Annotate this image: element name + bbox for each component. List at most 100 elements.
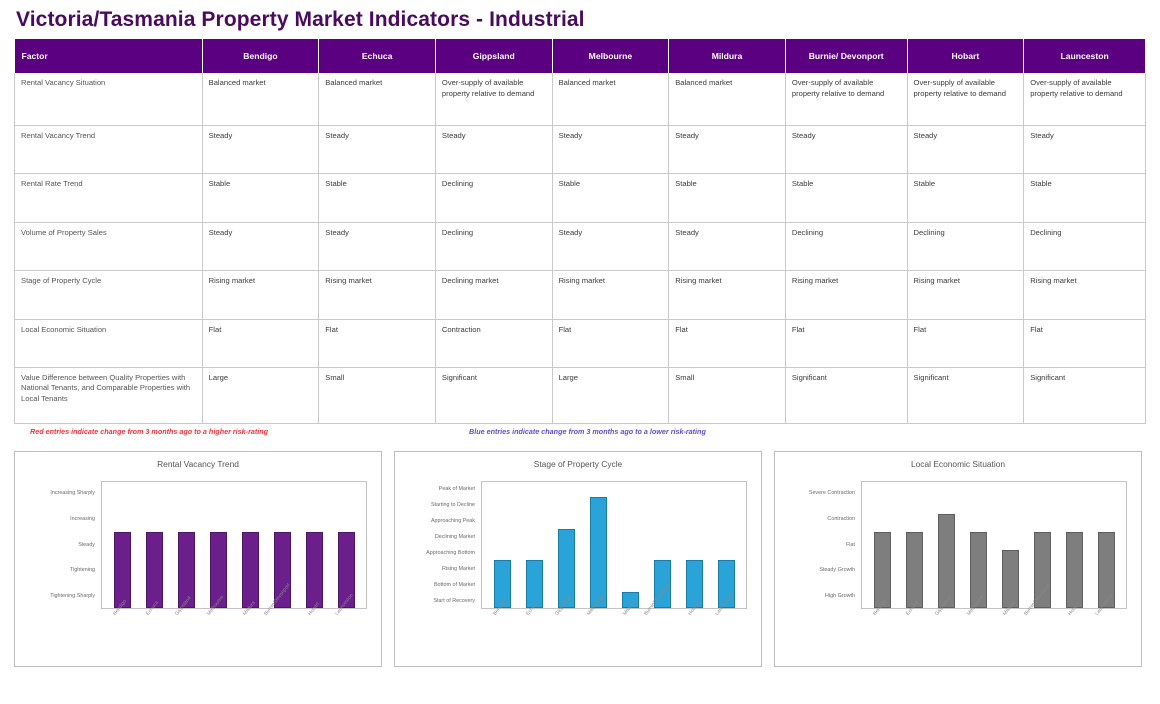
y-tick-label: Flat	[846, 541, 855, 548]
cell-gippsland: Declining market	[434, 270, 553, 320]
factor-label: Rental Rate Trend	[14, 173, 203, 223]
cell-bendigo: Steady	[201, 125, 320, 174]
chart-title: Local Economic Situation	[910, 458, 1006, 469]
bar-slot	[268, 482, 296, 608]
cell-gippsland: Steady	[434, 125, 553, 174]
cell-echuca: Steady	[318, 222, 436, 271]
cell-gippsland: Declining	[434, 173, 553, 223]
bar-melbourne	[969, 531, 987, 608]
plot-frame	[101, 480, 367, 609]
bar-slot	[680, 482, 708, 608]
bar-launceston	[717, 560, 735, 608]
bar-burnie-devonport	[653, 560, 671, 608]
y-tick-label: Tightening	[70, 567, 95, 574]
cell-mildura: Steady	[668, 125, 786, 174]
x-tick-slot: Bendigo	[487, 598, 515, 647]
y-tick-label: Peak of Market	[438, 485, 475, 492]
charts-row: Rental Vacancy Trend Increasing Sharply In…	[14, 450, 1146, 667]
cell-hobart: Flat	[906, 319, 1025, 368]
cell-bendigo: Steady	[201, 222, 320, 271]
bar-bendigo	[873, 531, 891, 608]
cell-launceston: Over-supply of available property relati…	[1023, 73, 1146, 126]
bar-hobart	[305, 531, 323, 608]
bar-slot	[584, 482, 612, 608]
y-tick-label: Increasing	[70, 515, 95, 522]
legend-note-blue: Blue entries indicate change from 3 mont…	[469, 426, 706, 436]
bar-melbourne	[589, 497, 607, 608]
bar-hobart	[685, 560, 703, 608]
y-tick-label: Approaching Peak	[430, 517, 475, 524]
bar-slot	[140, 482, 168, 608]
factor-label: Rental Vacancy Trend	[14, 125, 203, 174]
y-tick-label: Contraction	[827, 515, 855, 522]
cell-burnie-devonport: Over-supply of available property relati…	[784, 73, 908, 126]
factor-label: Volume of Property Sales	[14, 222, 203, 271]
cell-hobart: Steady	[906, 125, 1025, 174]
bar-gippsland	[937, 514, 955, 608]
table-row: Rental Vacancy Trend Steady Steady Steady St…	[14, 125, 1146, 174]
bar-slot	[552, 482, 580, 608]
factor-label: Local Economic Situation	[14, 319, 203, 368]
x-tick-slot: Hobart	[680, 601, 708, 647]
plot-area: Severe Contraction Contraction Flat Steady …	[781, 471, 1135, 649]
bar-series	[862, 482, 1126, 608]
column-header-hobart: Hobart	[907, 39, 1025, 73]
bar-gippsland	[177, 531, 195, 608]
cell-launceston: Rising market	[1023, 270, 1146, 320]
property-indicators-table: Factor Bendigo Echuca Gippsland Melbourne Mil…	[14, 39, 1146, 424]
column-header-factor: Factor	[14, 39, 203, 73]
bar-slot	[616, 482, 644, 608]
cell-hobart: Rising market	[906, 270, 1025, 320]
y-tick-label: Severe Contraction	[808, 490, 855, 497]
bar-mildura	[1001, 549, 1019, 608]
bar-launceston	[1097, 531, 1115, 608]
column-header-launceston: Launceston	[1023, 39, 1146, 73]
cell-gippsland: Declining	[434, 222, 553, 271]
bar-slot	[996, 482, 1024, 608]
chart-title: Stage of Property Cycle	[533, 458, 623, 469]
cell-echuca: Small	[318, 367, 436, 424]
table-header: Factor Bendigo Echuca Gippsland Melbourne Mil…	[14, 39, 1146, 73]
x-axis-labels: Bendigo Echuca Gippsland Melbourne Mildura Bu…	[101, 582, 367, 647]
bar-echuca	[525, 560, 543, 608]
bar-melbourne	[209, 531, 227, 608]
bar-slot	[648, 482, 676, 608]
x-axis-labels: Bendigo Echuca Gippsland Melbourne Mildura Bu…	[481, 582, 747, 647]
cell-mildura: Rising market	[668, 270, 786, 320]
bar-launceston	[337, 531, 355, 608]
cell-melbourne: Balanced market	[551, 73, 670, 126]
cell-echuca: Balanced market	[318, 73, 436, 126]
bar-series	[482, 482, 746, 608]
cell-burnie-devonport: Stable	[784, 173, 908, 223]
y-tick-label: Declining Market	[434, 533, 475, 540]
table-body: Rental Vacancy Situation Balanced market B…	[14, 73, 1146, 424]
cell-melbourne: Flat	[551, 319, 670, 368]
bar-bendigo	[113, 531, 131, 608]
y-axis-labels: Severe Contraction Contraction Flat Steady …	[781, 481, 859, 609]
cell-melbourne: Rising market	[551, 270, 670, 320]
cell-melbourne: Steady	[551, 222, 670, 271]
y-tick-label: High Growth	[825, 592, 855, 599]
chart-card-local-economic-situation: Local Economic Situation Severe Contracti…	[774, 450, 1142, 667]
bar-mildura	[621, 591, 639, 608]
plot-frame	[861, 480, 1127, 609]
cell-launceston: Stable	[1023, 173, 1146, 223]
cell-hobart: Stable	[906, 173, 1025, 223]
y-tick-label: Approaching Bottom	[426, 549, 475, 556]
bar-slot	[900, 482, 928, 608]
x-tick-slot: Bendigo	[107, 598, 135, 647]
y-tick-label: Starting to Decline	[430, 501, 475, 508]
cell-burnie-devonport: Declining	[784, 222, 908, 271]
y-tick-label: Tightening Sharply	[50, 592, 95, 599]
cell-mildura: Small	[668, 367, 786, 424]
factor-label: Rental Vacancy Situation	[14, 73, 203, 126]
column-header-burnie-devonport: Burnie/ Devonport	[785, 39, 908, 73]
bar-echuca	[145, 531, 163, 608]
table-row: Value Difference between Quality Propert…	[14, 367, 1146, 424]
x-tick-slot: Hobart	[1060, 601, 1088, 647]
chart-card-rental-vacancy-trend: Rental Vacancy Trend Increasing Sharply In…	[14, 450, 382, 667]
legend-notes: Red entries indicate change from 3 month…	[14, 427, 1146, 445]
column-header-gippsland: Gippsland	[435, 39, 553, 73]
y-axis-labels: Peak of Market Starting to Decline Approac…	[401, 481, 479, 609]
